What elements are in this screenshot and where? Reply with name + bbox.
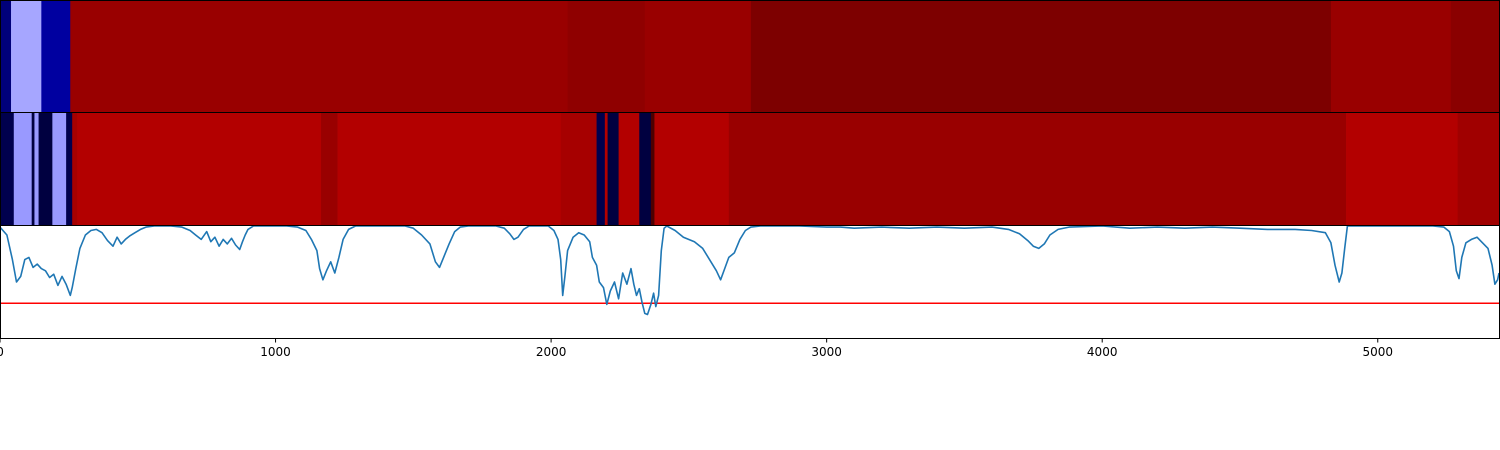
heatmap-1-segment-21 (1457, 113, 1500, 225)
heatmap-1-segment-0 (0, 113, 15, 225)
heatmap-panel-top (0, 0, 1500, 113)
x-tick-label-3000: 3000 (811, 345, 842, 359)
heatmap-1-segment-4 (38, 113, 53, 225)
heatmap-1-segment-11 (560, 113, 597, 225)
x-tick-label-0: 0 (0, 345, 4, 359)
heatmap-1-segment-14 (607, 113, 620, 225)
heatmap-1-segment-15 (618, 113, 640, 225)
heatmap-1-segment-5 (52, 113, 67, 225)
x-axis: 0 1000 2000 3000 4000 5000 (0, 338, 1393, 359)
heatmap-1-segment-12 (596, 113, 606, 225)
heatmap-1-segment-16 (639, 113, 652, 225)
heatmap-1-segment-7 (72, 113, 78, 225)
series-line (0, 226, 1499, 316)
heatmap-1-segment-6 (66, 113, 73, 225)
heatmap-1-segment-3 (34, 113, 39, 225)
heatmap-0-segment-2 (41, 1, 71, 112)
heatmap-1-segment-17 (650, 113, 655, 225)
line-panel-background (0, 226, 1499, 338)
heatmap-1-segment-19 (728, 113, 1347, 225)
heatmap-0-segment-3 (70, 1, 569, 112)
heatmap-1-segment-18 (654, 113, 730, 225)
heatmap-1-segment-1 (13, 113, 33, 225)
line-panel-bottom (0, 225, 1500, 339)
x-tick-label-1000: 1000 (260, 345, 291, 359)
x-tick-label-4000: 4000 (1087, 345, 1118, 359)
heatmap-1-segment-8 (77, 113, 322, 225)
heatmap-0-segment-5 (644, 1, 752, 112)
heatmap-panel-middle (0, 112, 1500, 226)
heatmap-1-segment-9 (321, 113, 338, 225)
heatmap-1-segment-10 (337, 113, 562, 225)
heatmap-0-segment-7 (1330, 1, 1452, 112)
heatmap-0-segment-1 (11, 1, 42, 112)
heatmap-0-segment-6 (750, 1, 1332, 112)
heatmap-1-segment-20 (1346, 113, 1459, 225)
x-tick-label-5000: 5000 (1362, 345, 1393, 359)
heatmap-0-segment-8 (1450, 1, 1500, 112)
x-tick-label-2000: 2000 (536, 345, 567, 359)
heatmap-0-segment-4 (567, 1, 646, 112)
heatmap-0-segment-0 (0, 1, 12, 112)
heatmap-1-segment-13 (604, 113, 608, 225)
heatmap-1-segment-2 (31, 113, 35, 225)
